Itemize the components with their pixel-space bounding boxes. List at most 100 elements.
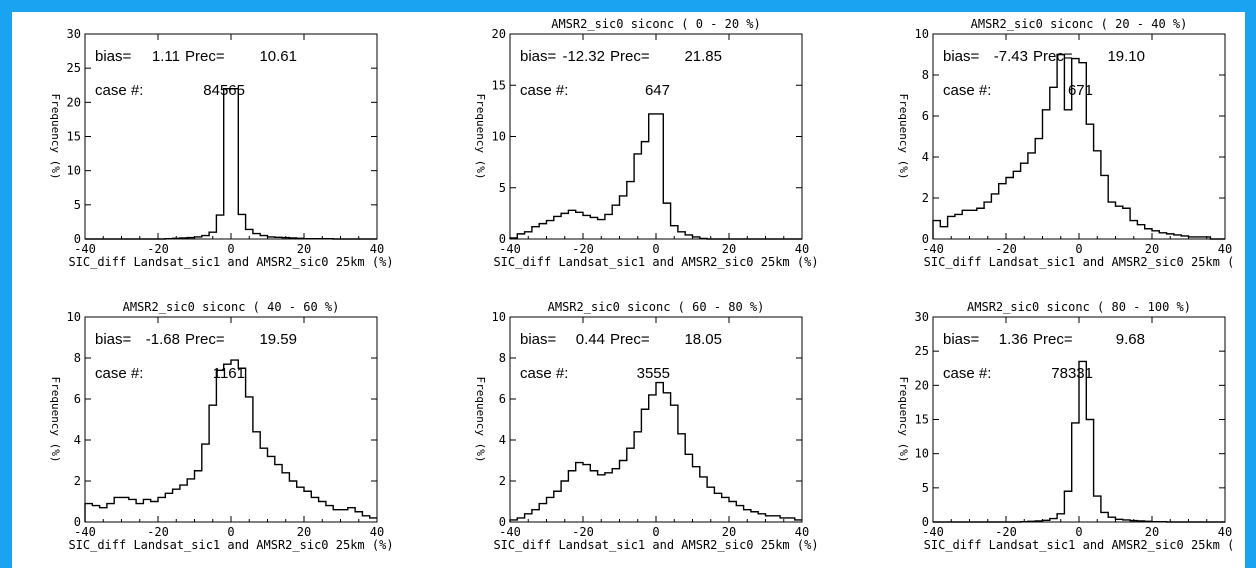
x-tick-label: 20 xyxy=(297,242,311,256)
x-tick-label: -20 xyxy=(147,242,169,256)
prec-value: 19.10 xyxy=(1107,48,1145,65)
y-tick-label: 6 xyxy=(74,392,81,406)
y-tick-label: 8 xyxy=(499,351,506,365)
x-tick-label: -40 xyxy=(74,525,96,539)
histogram-line xyxy=(509,113,802,240)
prec-value: 18.05 xyxy=(684,331,722,348)
y-tick-label: 0 xyxy=(74,232,81,246)
y-tick-label: 20 xyxy=(492,27,506,41)
y-tick-label: 25 xyxy=(915,344,929,358)
case-count-label: case #: xyxy=(95,82,143,99)
y-tick-label: 0 xyxy=(499,232,506,246)
bias-label: bias= xyxy=(95,331,132,348)
bias-label: bias= xyxy=(943,48,980,65)
y-tick-label: 8 xyxy=(74,351,81,365)
x-axis-label: SIC_diff Landsat_sic1 and AMSR2_sic0 25k… xyxy=(68,538,393,552)
y-tick-label: 0 xyxy=(922,232,929,246)
histogram-panel-6: AMSR2_sic0 siconc ( 80 - 100 %) -40 -20 0 20… xyxy=(897,300,1234,552)
x-tick-label: 0 xyxy=(227,525,234,539)
histogram-panel-4: AMSR2_sic0 siconc ( 40 - 60 %) -40 -20 0 20 4… xyxy=(49,300,394,552)
x-tick-label: 40 xyxy=(370,525,384,539)
x-tick-label: -20 xyxy=(147,525,169,539)
case-count-value: 3555 xyxy=(637,365,670,382)
histogram-line xyxy=(84,359,377,522)
y-tick-label: 0 xyxy=(499,515,506,529)
y-tick-label: 15 xyxy=(67,130,81,144)
case-count-label: case #: xyxy=(520,82,568,99)
y-axis-label: Frequency (%) xyxy=(897,93,910,179)
x-tick-label: -20 xyxy=(572,525,594,539)
y-tick-label: 15 xyxy=(492,78,506,92)
histogram-line xyxy=(933,360,1225,523)
y-tick-label: 10 xyxy=(67,310,81,324)
bias-label: bias= xyxy=(520,48,557,65)
y-tick-label: 4 xyxy=(74,433,81,447)
case-count-label: case #: xyxy=(95,365,143,382)
panel-title: AMSR2_sic0 siconc ( 0 - 20 %) xyxy=(551,17,761,31)
histogram-panel-1: -40 -20 0 20 40 0 5 10 15 20 25 30 SIC_diff Landsat_… xyxy=(49,27,394,269)
x-tick-label: -20 xyxy=(995,242,1017,256)
x-axis-label: SIC_diff Landsat_sic1 and AMSR2_sic0 25k… xyxy=(493,255,818,269)
y-tick-label: 6 xyxy=(499,392,506,406)
case-count-label: case #: xyxy=(943,365,991,382)
bias-value: -1.68 xyxy=(146,331,180,348)
y-tick-label: 20 xyxy=(915,378,929,392)
prec-value: 19.59 xyxy=(259,331,297,348)
y-tick-label: 15 xyxy=(915,413,929,427)
y-axis-label: Frequency (%) xyxy=(474,376,487,462)
x-tick-label: 0 xyxy=(1075,242,1082,256)
x-tick-label: 20 xyxy=(1145,525,1159,539)
y-axis-label: Frequency (%) xyxy=(897,376,910,462)
prec-value: 9.68 xyxy=(1116,331,1145,348)
y-tick-label: 20 xyxy=(67,95,81,109)
x-axis-label: SIC_diff Landsat_sic1 and AMSR2_sic0 25k… xyxy=(493,538,818,552)
x-tick-label: -40 xyxy=(499,242,521,256)
bias-label: bias= xyxy=(520,331,557,348)
y-tick-label: 30 xyxy=(915,310,929,324)
panel-title: AMSR2_sic0 siconc ( 60 - 80 %) xyxy=(548,300,765,314)
x-tick-label: 0 xyxy=(1075,525,1082,539)
x-tick-label: 40 xyxy=(370,242,384,256)
case-count-value: 1161 xyxy=(213,365,245,382)
figure-canvas: -40 -20 0 20 40 0 5 10 15 20 25 30 SIC_diff Landsat_… xyxy=(12,12,1245,568)
prec-label: Prec= xyxy=(610,48,650,65)
y-tick-label: 4 xyxy=(922,150,929,164)
prec-value: 10.61 xyxy=(259,48,297,65)
prec-label: Prec= xyxy=(185,331,225,348)
bias-value: -7.43 xyxy=(994,48,1028,65)
bias-label: bias= xyxy=(943,331,980,348)
x-tick-label: 0 xyxy=(227,242,234,256)
x-tick-label: -20 xyxy=(995,525,1017,539)
y-tick-label: 5 xyxy=(922,481,929,495)
x-tick-label: 40 xyxy=(1218,242,1232,256)
x-tick-label: 0 xyxy=(652,525,659,539)
x-tick-label: -40 xyxy=(922,242,944,256)
y-tick-label: 2 xyxy=(922,191,929,205)
y-tick-label: 2 xyxy=(74,474,81,488)
case-count-value: 84565 xyxy=(203,82,245,99)
histogram-panel-2: AMSR2_sic0 siconc ( 0 - 20 %) -40 -20 0 20 40… xyxy=(474,17,819,269)
x-tick-label: 20 xyxy=(297,525,311,539)
x-tick-label: -40 xyxy=(499,525,521,539)
y-tick-label: 10 xyxy=(492,310,506,324)
histogram-line xyxy=(932,53,1225,240)
y-tick-label: 5 xyxy=(499,181,506,195)
x-tick-label: -40 xyxy=(74,242,96,256)
panel-title: AMSR2_sic0 siconc ( 40 - 60 %) xyxy=(123,300,340,314)
x-tick-label: 20 xyxy=(722,242,736,256)
y-tick-label: 30 xyxy=(67,27,81,41)
x-tick-label: 40 xyxy=(1218,525,1232,539)
x-tick-label: 20 xyxy=(1145,242,1159,256)
prec-value: 21.85 xyxy=(684,48,722,65)
panel-title: AMSR2_sic0 siconc ( 20 - 40 %) xyxy=(971,17,1188,31)
x-axis-label: SIC_diff Landsat_sic1 and AMSR2_sic0 25k… xyxy=(924,538,1235,552)
histogram-line xyxy=(85,87,377,240)
y-axis-label: Frequency (%) xyxy=(474,93,487,179)
y-tick-label: 5 xyxy=(74,198,81,212)
x-axis-label: SIC_diff Landsat_sic1 and AMSR2_sic0 25k… xyxy=(68,255,393,269)
histogram-line xyxy=(509,381,802,522)
y-tick-label: 6 xyxy=(922,109,929,123)
case-count-label: case #: xyxy=(943,82,991,99)
y-tick-label: 10 xyxy=(492,130,506,144)
y-tick-label: 2 xyxy=(499,474,506,488)
